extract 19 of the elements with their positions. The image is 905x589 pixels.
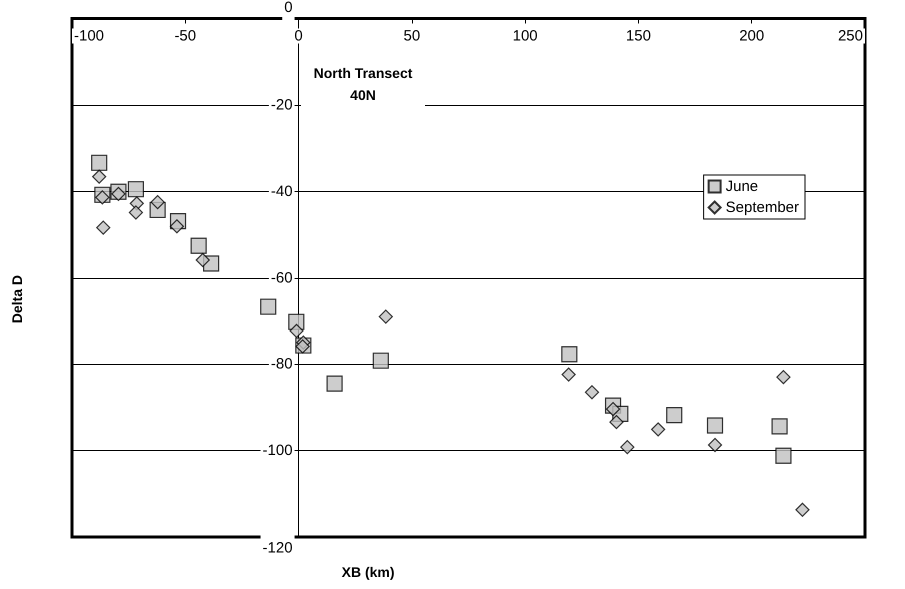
y-tick-label: -20 — [270, 96, 293, 114]
x-tick-label: 100 — [512, 28, 538, 44]
x-tick-label: -50 — [174, 28, 196, 44]
y-tick-label: -100 — [262, 442, 293, 460]
legend-label: June — [726, 178, 758, 195]
y-tick-label: -120 — [262, 540, 293, 556]
x-axis-title: XB (km) — [342, 564, 395, 580]
y-axis-title: Delta D — [9, 275, 25, 324]
y-tick-label: -40 — [270, 182, 293, 200]
x-tick-label: 200 — [739, 28, 764, 44]
x-tick-label: 250 — [838, 28, 863, 44]
y-tick-label: -60 — [270, 269, 293, 286]
y-tick-label: -80 — [270, 356, 293, 373]
x-tick-label: 150 — [626, 28, 651, 44]
x-tick-label: 50 — [404, 28, 420, 44]
legend-label: September — [726, 199, 800, 216]
x-tick-label: -100 — [74, 28, 104, 44]
text: North Transect 40N — [301, 60, 425, 106]
y-tick-label: 0 — [284, 0, 293, 16]
